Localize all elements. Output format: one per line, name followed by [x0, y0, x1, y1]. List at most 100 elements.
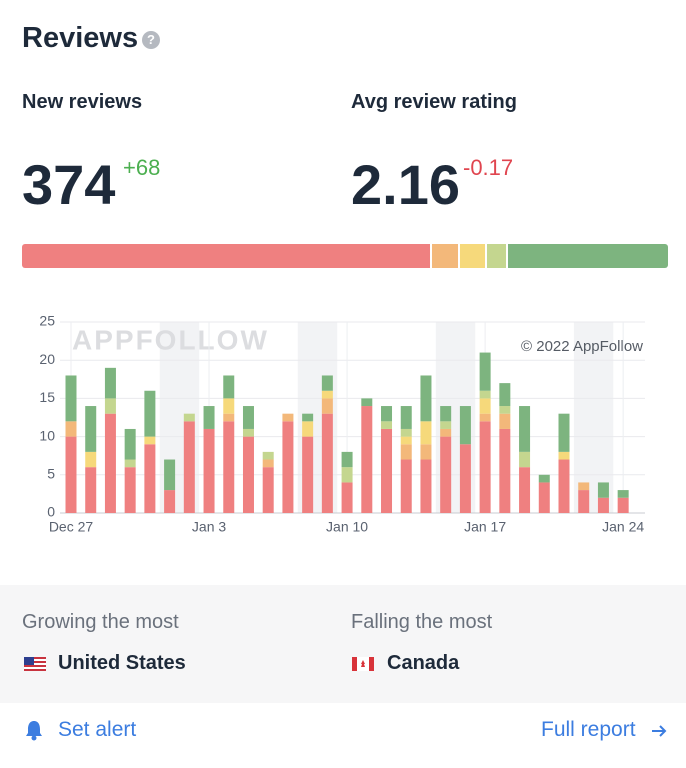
rating-segment	[508, 244, 668, 268]
bar-segment	[420, 444, 432, 460]
bar-segment	[104, 413, 116, 513]
set-alert-link[interactable]: Set alert	[58, 718, 137, 741]
x-tick-label: Dec 27	[49, 519, 94, 535]
bar-segment	[519, 451, 531, 468]
bar-segment	[617, 490, 629, 498]
arrow-icon[interactable]	[650, 722, 668, 740]
bar-segment	[558, 451, 570, 460]
bar-segment	[104, 398, 116, 414]
bar-segment	[440, 428, 452, 437]
bar-segment	[558, 413, 570, 452]
bar-segment	[459, 406, 471, 445]
bar-segment	[85, 406, 97, 452]
bar-segment	[262, 467, 274, 513]
bar-segment	[321, 375, 333, 391]
movers-panel	[0, 585, 686, 703]
rating-segment	[459, 244, 486, 268]
y-tick-label: 25	[39, 313, 55, 329]
bar-segment	[242, 406, 254, 429]
rating-bar	[22, 244, 668, 268]
bar-segment	[65, 436, 77, 513]
widget-title: Reviews	[22, 22, 139, 54]
bar-segment	[321, 390, 333, 399]
bar-segment	[578, 490, 590, 513]
bar-segment	[144, 444, 156, 513]
bar-segment	[302, 436, 314, 513]
bar-segment	[400, 444, 412, 460]
bar-segment	[420, 421, 432, 445]
stat-value: 2.16	[351, 153, 460, 216]
stat-label: New reviews	[22, 91, 143, 113]
bar-segment	[302, 421, 314, 437]
bar-segment	[282, 421, 294, 513]
bar-segment	[420, 375, 432, 422]
bar-segment	[242, 436, 254, 513]
bar-segment	[282, 413, 294, 422]
bar-segment	[223, 421, 235, 513]
bar-segment	[381, 406, 393, 422]
bar-segment	[223, 375, 235, 399]
mover-label: Falling the most	[351, 611, 493, 633]
rating-segment	[432, 244, 458, 268]
bar-segment	[242, 428, 254, 437]
x-tick-label: Jan 3	[192, 519, 226, 535]
bar-segment	[400, 406, 412, 429]
bar-segment	[597, 497, 609, 513]
bar-segment	[183, 421, 195, 513]
bar-segment	[499, 413, 511, 429]
stat-label: Avg review rating	[351, 91, 517, 113]
bar-segment	[479, 421, 491, 513]
bar-segment	[440, 436, 452, 513]
bell-icon[interactable]	[24, 719, 44, 741]
bar-segment	[558, 459, 570, 513]
x-tick-label: Jan 24	[602, 519, 644, 535]
bar-segment	[597, 482, 609, 498]
bar-segment	[479, 398, 491, 414]
weekend-band	[573, 322, 614, 513]
bar-segment	[400, 459, 412, 513]
bar-segment	[361, 398, 373, 407]
bar-segment	[499, 383, 511, 407]
y-tick-label: 15	[39, 389, 55, 405]
help-icon[interactable]: ?	[142, 31, 160, 49]
bar-segment	[65, 421, 77, 437]
x-tick-label: Jan 17	[464, 519, 506, 535]
bar-segment	[459, 444, 471, 513]
bar-segment	[164, 490, 176, 513]
bar-segment	[341, 451, 353, 468]
bar-segment	[124, 428, 136, 460]
bar-segment	[341, 467, 353, 483]
bar-segment	[85, 451, 97, 468]
bar-segment	[479, 352, 491, 391]
bar-segment	[321, 398, 333, 414]
bar-segment	[321, 413, 333, 513]
x-tick-label: Jan 10	[326, 519, 368, 535]
bar-segment	[400, 436, 412, 445]
rating-segment	[22, 244, 431, 268]
bar-segment	[183, 413, 195, 422]
y-tick-label: 10	[39, 427, 55, 443]
stat-change: +68	[123, 155, 161, 180]
stat-change: -0.17	[463, 155, 514, 180]
bar-segment	[440, 421, 452, 429]
bar-segment	[499, 428, 511, 513]
bar-segment	[420, 459, 432, 513]
watermark: APPFOLLOW	[72, 324, 269, 355]
y-tick-label: 5	[47, 466, 55, 482]
bar-segment	[104, 367, 116, 399]
bar-segment	[65, 375, 77, 422]
bar-segment	[144, 436, 156, 445]
bar-segment	[203, 406, 215, 429]
bar-segment	[124, 467, 136, 513]
bar-segment	[85, 467, 97, 513]
flag-us	[24, 657, 46, 671]
country: Canada	[387, 652, 460, 674]
bar-segment	[164, 459, 176, 491]
full-report-link[interactable]: Full report	[541, 718, 636, 741]
bar-segment	[144, 390, 156, 437]
bar-segment	[223, 398, 235, 414]
chart: APPFOLLOW © 2022 AppFollow 0 5 10 15 20 25 Dec…	[39, 313, 645, 535]
bar-segment	[519, 467, 531, 513]
flag-ca	[352, 657, 374, 671]
